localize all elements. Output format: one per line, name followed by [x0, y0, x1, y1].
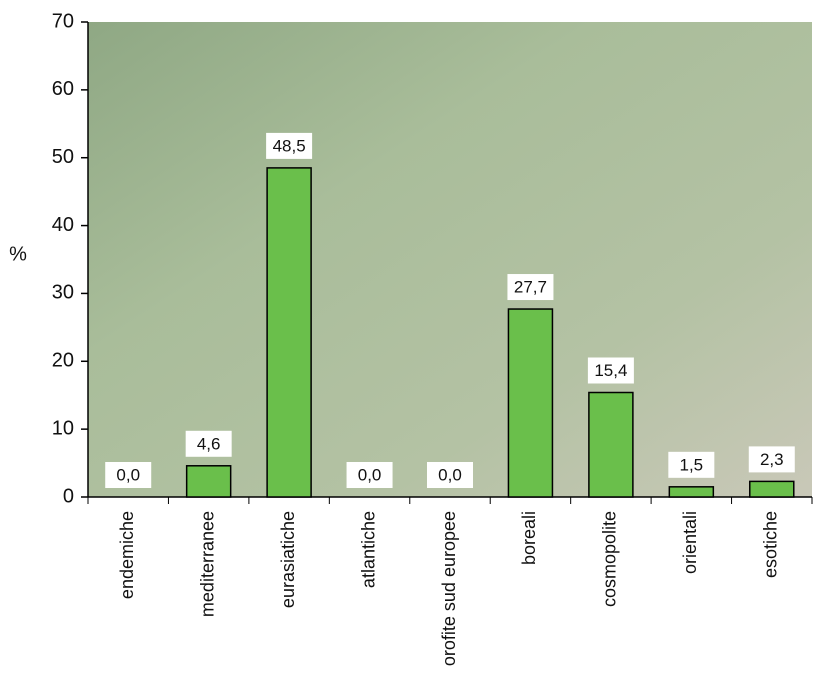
x-tick-label: cosmopolite: [600, 511, 620, 607]
y-tick-label: 20: [52, 350, 74, 372]
value-label-box: [105, 462, 152, 488]
value-label: 48,5: [273, 136, 306, 155]
bar: [185, 465, 232, 498]
value-label-box: [668, 451, 715, 478]
value-label: 0,0: [438, 465, 462, 484]
value-label: 0,0: [116, 465, 140, 484]
value-label: 15,4: [594, 361, 627, 380]
bar: [749, 480, 795, 498]
y-tick-label: 40: [52, 214, 74, 236]
x-tick-label: esotiche: [761, 511, 781, 578]
value-label-box: [346, 462, 393, 488]
y-axis-label: %: [9, 243, 27, 265]
y-tick-label: 30: [52, 282, 74, 304]
value-label-box: [507, 274, 554, 301]
value-label: 1,5: [680, 455, 704, 474]
y-tick-label: 10: [52, 417, 74, 439]
x-tick-label: atlantiche: [358, 511, 378, 588]
bar: [507, 308, 554, 498]
value-label: 4,6: [197, 434, 221, 453]
bar: [588, 391, 634, 498]
y-tick-label: 50: [52, 146, 74, 168]
bar: [266, 167, 312, 498]
x-tick-label: orofite sud europee: [439, 511, 459, 666]
y-tick-label: 0: [63, 485, 74, 507]
y-tick-label: 60: [52, 78, 74, 100]
x-tick-label: orientali: [680, 511, 700, 574]
x-tick-label: boreali: [519, 511, 539, 565]
value-label-box: [587, 357, 634, 384]
x-tick-label: endemiche: [117, 511, 137, 599]
x-tick-label: eurasiatiche: [278, 511, 298, 608]
value-label-box: [427, 462, 473, 488]
value-label-box: [748, 446, 795, 473]
y-tick-label: 70: [52, 10, 74, 32]
value-label-box: [185, 430, 232, 457]
value-label: 27,7: [514, 278, 547, 297]
value-label: 2,3: [760, 450, 784, 469]
value-label-box: [266, 132, 313, 159]
value-label: 0,0: [358, 465, 382, 484]
x-tick-label: mediterranee: [197, 511, 217, 617]
plot-background: [88, 22, 812, 497]
bar: [668, 486, 715, 498]
